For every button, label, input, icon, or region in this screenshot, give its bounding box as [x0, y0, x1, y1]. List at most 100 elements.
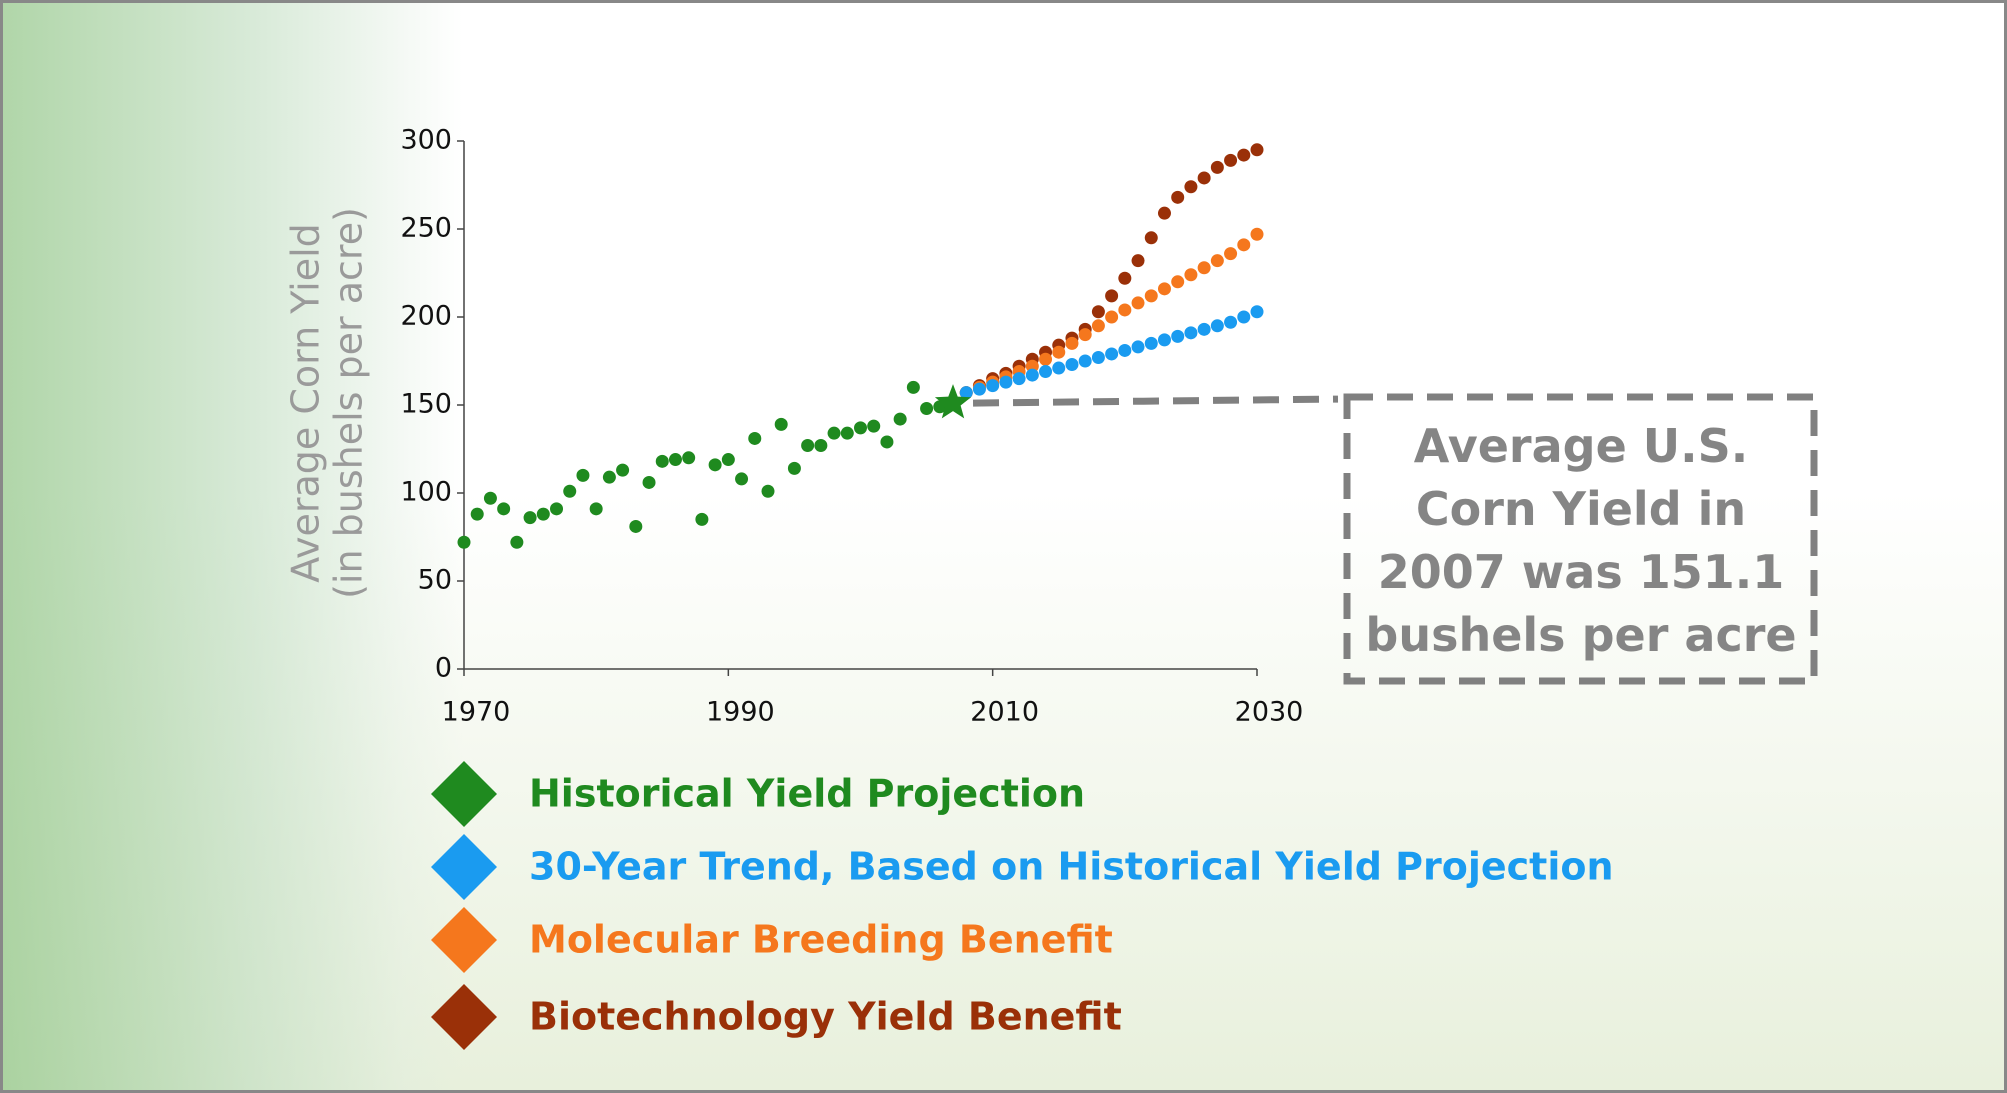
point: [616, 464, 629, 477]
point: [1092, 305, 1105, 318]
legend-marker: [431, 984, 497, 1050]
point: [629, 520, 642, 533]
point: [1224, 247, 1237, 260]
x-tick-label: 1970: [442, 697, 511, 728]
point: [550, 502, 563, 515]
annotation: Average U.S. Corn Yield in 2007 was 151.…: [1351, 403, 1811, 679]
point: [1145, 289, 1158, 302]
point: [1013, 372, 1026, 385]
point: [484, 492, 497, 505]
point: [1251, 143, 1264, 156]
point: [471, 508, 484, 521]
point: [1237, 311, 1250, 324]
point: [748, 432, 761, 445]
point: [1065, 358, 1078, 371]
point: [1079, 355, 1092, 368]
point: [603, 471, 616, 484]
point: [1039, 353, 1052, 366]
legend-label: Biotechnology Yield Benefit: [529, 995, 1122, 1039]
point: [524, 511, 537, 524]
point: [563, 485, 576, 498]
point: [1039, 365, 1052, 378]
point: [1145, 337, 1158, 350]
point: [867, 420, 880, 433]
point: [735, 472, 748, 485]
point: [1251, 305, 1264, 318]
y-tick-label: 200: [400, 301, 452, 332]
point: [973, 383, 986, 396]
point: [1132, 296, 1145, 309]
point: [1237, 149, 1250, 162]
point: [576, 469, 589, 482]
y-tick-label: 250: [400, 213, 452, 244]
point: [1052, 362, 1065, 375]
point: [1105, 347, 1118, 360]
point: [643, 476, 656, 489]
point: [1211, 254, 1224, 267]
point: [1224, 154, 1237, 167]
point: [1026, 369, 1039, 382]
y-tick-label: 50: [418, 565, 452, 596]
legend-marker: [431, 761, 497, 827]
y-tick-label: 300: [400, 125, 452, 156]
point: [1132, 254, 1145, 267]
legend-label: Molecular Breeding Benefit: [529, 918, 1113, 962]
point: [1198, 171, 1211, 184]
point: [788, 462, 801, 475]
legend-label: Historical Yield Projection: [529, 772, 1085, 816]
legend-marker: [431, 834, 497, 900]
slide: Average Corn Yield (in bushels per acre)…: [0, 0, 2007, 1093]
point: [1171, 191, 1184, 204]
y-axis-title: Average Corn Yield: [284, 223, 328, 583]
point: [775, 418, 788, 431]
point: [1211, 319, 1224, 332]
annotation-connector: [973, 399, 1338, 403]
point: [1158, 333, 1171, 346]
point: [1198, 323, 1211, 336]
point: [682, 451, 695, 464]
point: [590, 502, 603, 515]
point: [999, 376, 1012, 389]
point: [709, 458, 722, 471]
x-tick-label: 2030: [1235, 697, 1304, 728]
point: [1118, 303, 1131, 316]
point: [1118, 344, 1131, 357]
point: [722, 453, 735, 466]
point: [695, 513, 708, 526]
point: [1198, 261, 1211, 274]
point: [801, 439, 814, 452]
y-tick-label: 100: [400, 477, 452, 508]
y-axis-title: (in bushels per acre): [327, 207, 371, 599]
x-tick-label: 2010: [970, 697, 1039, 728]
point: [537, 508, 550, 521]
point: [1211, 161, 1224, 174]
point: [1171, 275, 1184, 288]
point: [920, 402, 933, 415]
point: [1184, 180, 1197, 193]
point: [1251, 228, 1264, 241]
point: [880, 435, 893, 448]
point: [1184, 268, 1197, 281]
point: [669, 453, 682, 466]
point: [1224, 316, 1237, 329]
point: [854, 421, 867, 434]
y-tick-label: 0: [435, 653, 452, 684]
point: [1118, 272, 1131, 285]
point: [1158, 282, 1171, 295]
point: [458, 536, 471, 549]
point: [1079, 328, 1092, 341]
point: [1065, 337, 1078, 350]
legend-label: 30-Year Trend, Based on Historical Yield…: [529, 845, 1614, 889]
point: [1052, 346, 1065, 359]
point: [1237, 238, 1250, 251]
point: [894, 413, 907, 426]
point: [1145, 231, 1158, 244]
point: [656, 455, 669, 468]
point: [814, 439, 827, 452]
point: [1092, 319, 1105, 332]
point: [1105, 289, 1118, 302]
point: [497, 502, 510, 515]
point: [1158, 207, 1171, 220]
point: [828, 427, 841, 440]
point: [1132, 340, 1145, 353]
